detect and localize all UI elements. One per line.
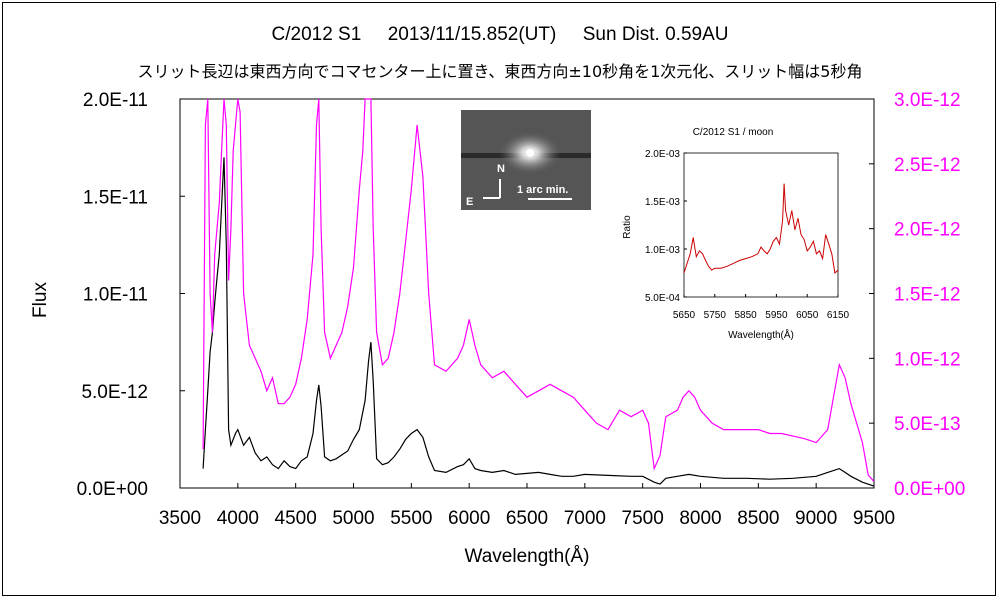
ratio-y-tick-label: 1.5E-03 xyxy=(645,197,680,208)
y-right-tick-label: 5.0E-13 xyxy=(894,414,961,435)
x-tick-label: 4500 xyxy=(275,508,317,529)
y-right-tick-label: 2.0E-12 xyxy=(894,220,961,241)
north-label: N xyxy=(497,163,505,175)
ratio-inset-background xyxy=(598,110,868,348)
ratio-series-line xyxy=(683,183,839,275)
ratio-plot-border xyxy=(683,152,839,298)
comet-nucleus xyxy=(526,149,534,157)
x-tick-label: 7000 xyxy=(564,508,606,529)
x-axis-label: Wavelength(Å) xyxy=(465,546,590,567)
ratio-x-tick-label: 6150 xyxy=(827,310,850,321)
ratio-x-tick-label: 6050 xyxy=(796,310,819,321)
y-axis-label: Flux xyxy=(30,282,51,318)
y-left-tick-label: 2.0E-11 xyxy=(83,90,148,111)
chart-subtitle: スリット長辺は東西方向でコマセンター上に置き、東西方向±10秒角を1次元化、スリ… xyxy=(137,62,863,81)
plot-area xyxy=(202,98,875,487)
x-tick-label: 8000 xyxy=(679,508,721,529)
ratio-y-tick-label: 2.0E-03 xyxy=(645,149,680,160)
series-line-right xyxy=(202,98,875,482)
chart-title: C/2012 S1 2013/11/15.852(UT) Sun Dist. 0… xyxy=(271,24,729,45)
y-right-tick-label: 1.5E-12 xyxy=(894,285,961,306)
ratio-y-tick-label: 5.0E-04 xyxy=(645,293,680,304)
ratio-x-tick-label: 5650 xyxy=(673,310,696,321)
comet-image-inset: N E 1 arc min. xyxy=(461,110,591,210)
x-tick-label: 8500 xyxy=(737,508,779,529)
ratio-y-tick-label: 1.0E-03 xyxy=(645,245,680,256)
y-right-tick-label: 1.0E-12 xyxy=(894,349,961,370)
x-tick-label: 6500 xyxy=(506,508,548,529)
x-tick-label: 6000 xyxy=(448,508,490,529)
x-tick-label: 5500 xyxy=(390,508,432,529)
scale-label: 1 arc min. xyxy=(517,184,568,196)
x-tick-label: 9000 xyxy=(795,508,837,529)
y-left-tick-label: 0.0E+00 xyxy=(77,479,148,500)
series-line-left xyxy=(202,157,875,487)
ratio-x-tick-label: 5850 xyxy=(734,310,757,321)
ratio-x-tick-label: 5950 xyxy=(765,310,788,321)
x-tick-label: 5000 xyxy=(332,508,374,529)
y-left-tick-label: 1.5E-11 xyxy=(83,187,148,208)
ratio-inset: C/2012 S1 / moon Ratio Wavelength(Å) xyxy=(598,110,868,348)
ratio-plot-area xyxy=(683,183,839,275)
x-tick-label: 9500 xyxy=(853,508,895,529)
east-label: E xyxy=(466,196,473,208)
ratio-inset-y-label: Ratio xyxy=(622,215,633,239)
y-right-tick-label: 2.5E-12 xyxy=(894,155,961,176)
x-tick-label: 7500 xyxy=(622,508,664,529)
y-right-tick-label: 3.0E-12 xyxy=(894,90,961,111)
ratio-x-tick-label: 5750 xyxy=(704,310,727,321)
ratio-inset-x-label: Wavelength(Å) xyxy=(728,328,794,341)
x-tick-label: 4000 xyxy=(217,508,259,529)
y-left-tick-label: 5.0E-12 xyxy=(81,382,148,403)
y-right-tick-label: 0.0E+00 xyxy=(894,479,965,500)
y-left-tick-label: 1.0E-11 xyxy=(83,285,148,306)
ratio-inset-title: C/2012 S1 / moon xyxy=(693,127,774,138)
x-tick-label: 3500 xyxy=(159,508,201,529)
